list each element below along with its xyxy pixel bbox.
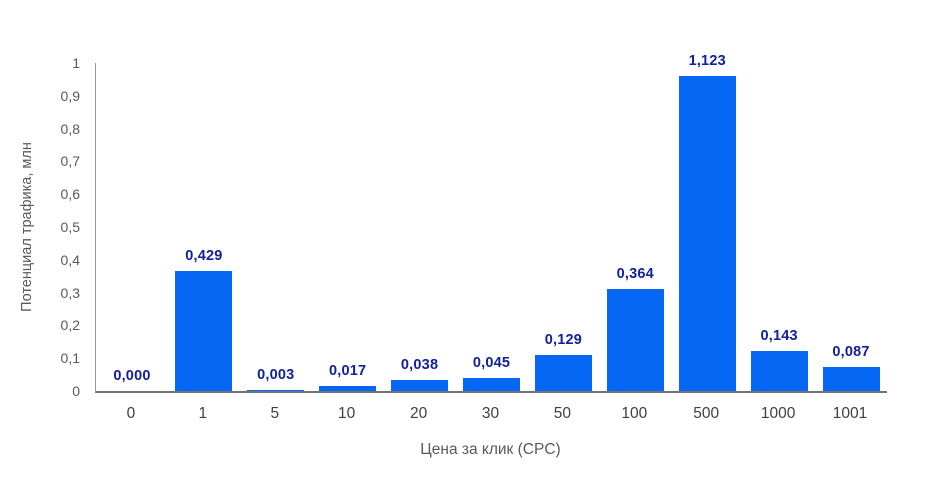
x-tick-label: 50 bbox=[553, 405, 572, 422]
x-axis-title: Цена за клик (CPC) bbox=[420, 441, 561, 458]
bar-value-label: 0,000 bbox=[113, 368, 151, 384]
y-tick-label: 0,1 bbox=[60, 350, 80, 367]
bar-30 bbox=[463, 378, 520, 391]
x-tick-label: 5 bbox=[270, 405, 280, 422]
bar-value-label: 0,429 bbox=[185, 248, 223, 264]
bar-value-label: 0,038 bbox=[400, 357, 439, 373]
bar-500 bbox=[678, 76, 736, 391]
x-tick-label: 1001 bbox=[832, 405, 868, 422]
bar-10 bbox=[319, 386, 377, 391]
y-tick-label: 0,2 bbox=[60, 317, 80, 334]
y-tick-label: 0,6 bbox=[60, 186, 80, 203]
x-tick-label: 30 bbox=[481, 405, 500, 422]
bar-1001 bbox=[822, 367, 880, 391]
y-tick-label: 0,4 bbox=[60, 251, 80, 268]
x-tick-label: 1 bbox=[198, 405, 208, 422]
bar-value-label: 0,087 bbox=[832, 344, 870, 360]
bar-5 bbox=[247, 390, 305, 391]
bar-value-label: 0,364 bbox=[616, 266, 654, 282]
y-tick-label: 1 bbox=[72, 55, 80, 71]
y-tick-label: 0,3 bbox=[60, 284, 80, 301]
x-tick-label: 1000 bbox=[760, 405, 796, 422]
y-tick-label: 0,7 bbox=[60, 153, 80, 170]
x-tick-label: 10 bbox=[338, 405, 356, 422]
bar-value-label: 0,045 bbox=[472, 355, 511, 371]
y-tick-label: 0 bbox=[72, 383, 80, 399]
x-tick-label: 500 bbox=[693, 405, 720, 422]
bar-value-label: 1,123 bbox=[688, 53, 726, 69]
y-tick-label: 0,8 bbox=[60, 120, 80, 137]
bar-20 bbox=[391, 380, 449, 391]
x-tick-label: 100 bbox=[621, 405, 648, 422]
bar-value-label: 0,003 bbox=[257, 367, 295, 383]
bar-value-label: 0,129 bbox=[544, 332, 583, 348]
bar-value-label: 0,017 bbox=[329, 363, 367, 379]
bar-value-label: 0,143 bbox=[760, 328, 798, 344]
y-tick-label: 0,5 bbox=[60, 219, 80, 235]
plot-area: 0,000 0,429 0,003 0,017 0,038 0,045 0,129 0,364… bbox=[95, 53, 887, 393]
bar-1000 bbox=[750, 351, 808, 391]
bar-50 bbox=[534, 355, 592, 391]
bar-1 bbox=[175, 271, 233, 391]
bar-100 bbox=[606, 289, 664, 391]
y-tick-label: 0,9 bbox=[60, 87, 80, 104]
x-tick-label: 20 bbox=[409, 405, 428, 422]
x-tick-label: 0 bbox=[126, 405, 136, 422]
